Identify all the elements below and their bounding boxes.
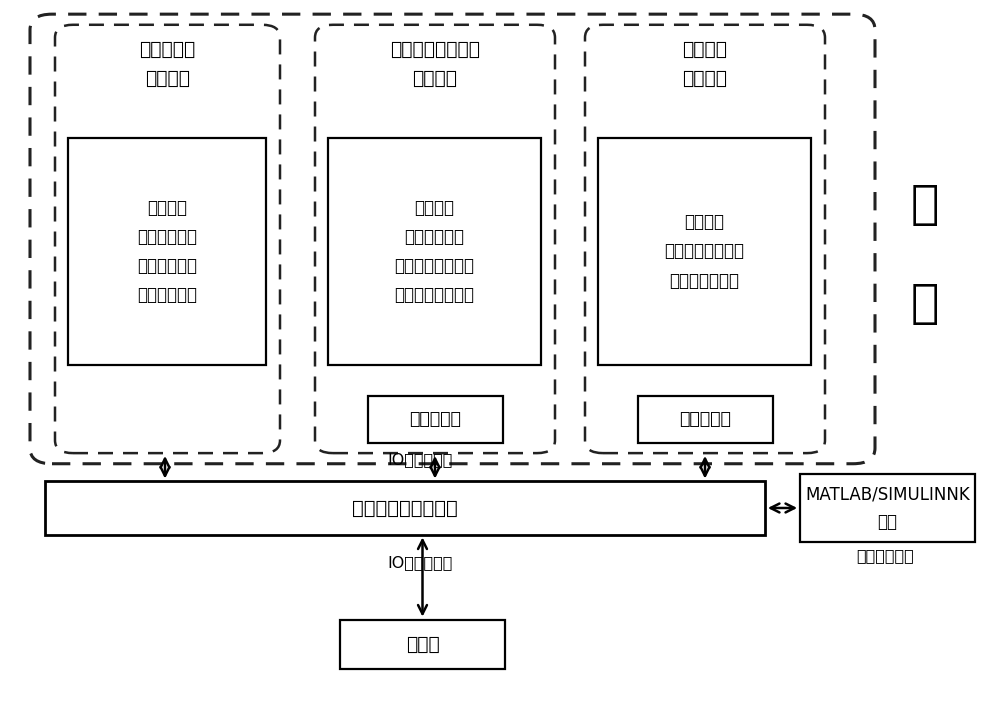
- Bar: [598, 138, 811, 365]
- Text: 集成（故障注入）
测试系统: 集成（故障注入） 测试系统: [390, 40, 480, 88]
- Bar: [638, 396, 773, 442]
- Text: 仿真结果比对: 仿真结果比对: [856, 548, 914, 564]
- Text: 测试主机
定义总线测试模式
设置物理层芯片: 测试主机 定义总线测试模式 设置物理层芯片: [664, 213, 744, 290]
- Text: 控: 控: [911, 282, 939, 327]
- Text: 测试主机
测试用例开发
测试运行管理
实时测试监控: 测试主机 测试用例开发 测试运行管理 实时测试监控: [137, 198, 197, 304]
- Bar: [340, 620, 505, 669]
- Bar: [45, 481, 765, 535]
- Bar: [68, 138, 266, 365]
- Text: IO及总线信号: IO及总线信号: [387, 555, 453, 570]
- Text: 功能、性能
测试系统: 功能、性能 测试系统: [139, 40, 196, 88]
- Text: 控制信号输入与输出: 控制信号输入与输出: [352, 498, 458, 518]
- Bar: [368, 396, 503, 442]
- Text: MATLAB/SIMULINNK
仿真: MATLAB/SIMULINNK 仿真: [805, 485, 970, 531]
- Bar: [800, 474, 975, 542]
- Text: 故障注入箱: 故障注入箱: [410, 411, 461, 428]
- Text: IO及总线信号: IO及总线信号: [387, 452, 453, 467]
- Text: 故障注入箱: 故障注入箱: [680, 411, 731, 428]
- Text: 测试主机
集成测试计划
集成测试设计方案
设计集成测试用例: 测试主机 集成测试计划 集成测试设计方案 设计集成测试用例: [394, 198, 475, 304]
- Text: 总线功能
测试系统: 总线功能 测试系统: [682, 40, 728, 88]
- Bar: [328, 138, 541, 365]
- Text: 控制器: 控制器: [406, 635, 439, 653]
- Text: 主: 主: [911, 183, 939, 228]
